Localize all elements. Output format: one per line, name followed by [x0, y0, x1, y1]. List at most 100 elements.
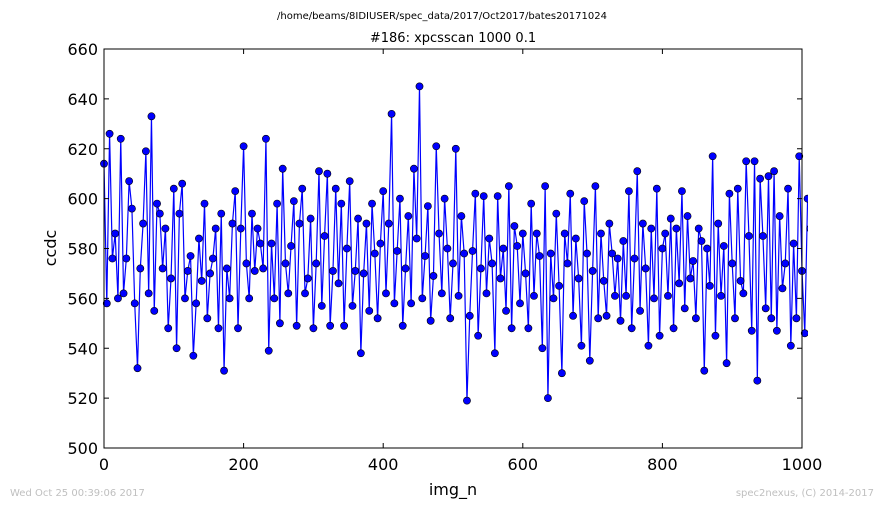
- data-point: [530, 291, 538, 300]
- data-point: [373, 314, 382, 323]
- data-point: [608, 249, 617, 258]
- data-point: [370, 249, 379, 258]
- data-point: [228, 219, 237, 228]
- data-point: [784, 184, 792, 193]
- y-tick-label: 560: [67, 289, 98, 308]
- data-point: [731, 314, 739, 323]
- data-point: [136, 264, 145, 273]
- data-point: [236, 224, 245, 233]
- y-tick-label: 540: [67, 339, 98, 358]
- data-point: [851, 148, 858, 155]
- data-point: [153, 199, 161, 208]
- data-point: [303, 274, 312, 283]
- data-point: [488, 259, 496, 268]
- data-point: [821, 170, 828, 177]
- data-point: [552, 209, 561, 218]
- data-point: [786, 341, 795, 350]
- data-point: [401, 264, 410, 273]
- x-tick-label: 0: [99, 455, 109, 474]
- data-point: [829, 305, 836, 312]
- data-point: [767, 314, 776, 323]
- data-point: [672, 224, 681, 233]
- data-point: [633, 167, 642, 176]
- data-point: [683, 212, 692, 220]
- data-point: [597, 229, 605, 238]
- y-tick-label: 580: [67, 240, 98, 259]
- data-point: [868, 205, 875, 212]
- data-point: [139, 219, 147, 228]
- y-tick-label: 520: [67, 389, 98, 408]
- data-point: [203, 314, 212, 323]
- data-point: [722, 359, 731, 368]
- data-point: [524, 324, 533, 333]
- data-point: [382, 289, 390, 298]
- data-point: [275, 319, 284, 328]
- data-point: [678, 187, 686, 196]
- data-point: [326, 321, 335, 330]
- data-point: [566, 189, 575, 198]
- data-point: [465, 311, 474, 320]
- ticks-group: 0 200 400 600 800 1000 500 520 540 560 580 600 620 64…: [67, 40, 822, 474]
- data-point: [541, 182, 550, 191]
- data-point: [563, 259, 572, 268]
- data-point: [309, 324, 318, 333]
- data-point: [342, 244, 351, 253]
- data-point: [259, 264, 268, 273]
- data-point: [178, 179, 187, 188]
- data-point: [175, 209, 184, 218]
- data-point: [477, 264, 485, 273]
- data-point: [655, 331, 664, 340]
- data-point: [510, 222, 519, 230]
- data-point: [356, 349, 365, 358]
- data-point: [331, 184, 340, 193]
- data-point: [306, 214, 315, 223]
- data-point: [577, 341, 586, 350]
- data-point: [479, 192, 488, 201]
- data-point: [661, 229, 670, 238]
- data-point: [736, 277, 745, 285]
- data-point: [155, 209, 164, 218]
- data-point: [270, 294, 279, 303]
- data-point: [680, 304, 689, 313]
- data-point: [764, 172, 773, 181]
- data-point: [812, 252, 819, 259]
- data-point: [454, 291, 463, 300]
- data-point: [728, 259, 737, 268]
- data-point: [183, 267, 192, 275]
- data-point: [390, 299, 399, 308]
- data-point: [239, 142, 248, 151]
- data-point: [747, 326, 756, 335]
- data-point: [496, 274, 505, 283]
- data-point: [317, 301, 326, 310]
- data-point: [312, 259, 321, 268]
- data-point: [262, 134, 270, 143]
- y-tick-label: 640: [67, 90, 98, 109]
- data-point: [700, 366, 709, 375]
- data-point: [234, 324, 242, 333]
- data-point: [376, 239, 385, 248]
- data-point: [756, 174, 765, 183]
- data-point: [415, 82, 424, 91]
- series-line: [103, 86, 808, 401]
- data-point: [613, 254, 622, 263]
- x-tick-label: 200: [228, 455, 259, 474]
- data-point: [625, 187, 633, 196]
- data-point: [256, 239, 265, 248]
- data-point: [396, 194, 404, 203]
- data-point: [644, 341, 653, 350]
- series-group: [100, 82, 875, 405]
- data-point: [128, 204, 136, 213]
- data-point: [832, 205, 839, 212]
- data-point: [365, 306, 374, 315]
- data-point: [717, 291, 725, 300]
- data-point: [806, 225, 808, 232]
- data-point: [750, 157, 759, 166]
- data-point: [289, 197, 298, 206]
- data-point: [418, 294, 427, 303]
- data-point: [421, 252, 429, 260]
- data-point: [857, 255, 864, 262]
- figure-suptitle: /home/beams/8IDIUSER/spec_data/2017/Oct2…: [277, 11, 607, 22]
- data-point: [507, 324, 516, 333]
- data-point: [281, 259, 290, 268]
- data-point: [362, 219, 371, 228]
